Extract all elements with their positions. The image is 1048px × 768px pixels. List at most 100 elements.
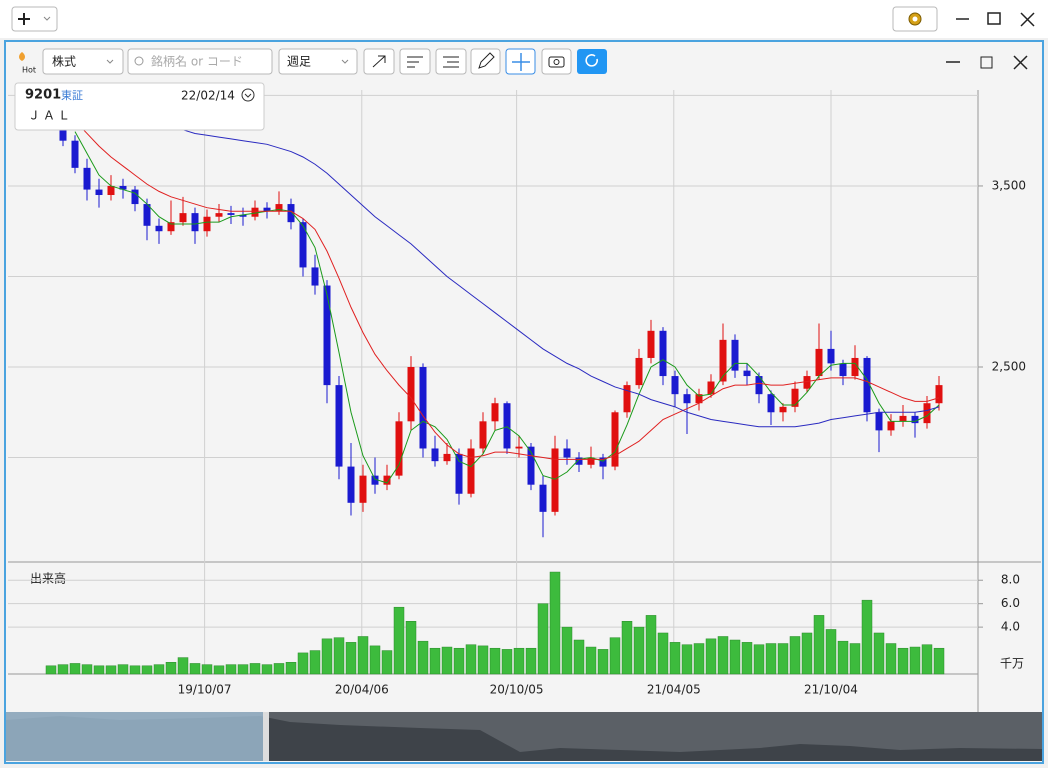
volume-bar [621, 621, 633, 675]
candle-body [851, 357, 859, 377]
volume-bar [849, 643, 861, 675]
volume-bar [69, 663, 81, 675]
candle-body [299, 222, 307, 268]
candle-body [515, 446, 523, 449]
volume-bar [345, 642, 357, 675]
candle-body [647, 330, 655, 358]
candle-body [275, 204, 283, 212]
candle-body [743, 370, 751, 377]
candle-body [227, 213, 235, 215]
volume-bar [441, 646, 453, 675]
volume-bar [489, 647, 501, 675]
candle-body [803, 376, 811, 389]
pen-icon [478, 52, 495, 69]
candle-body [731, 339, 739, 371]
candle-body [767, 394, 775, 413]
expand-icon[interactable] [241, 88, 255, 102]
info-box [14, 82, 265, 131]
screenshot-button[interactable] [541, 48, 572, 75]
navigator-handle[interactable] [263, 712, 269, 761]
candle-body [431, 448, 439, 462]
moving-average [74, 131, 940, 484]
market-type: 株式 [52, 54, 76, 69]
volume-bar [261, 664, 273, 675]
volume-bar [921, 644, 933, 675]
volume-bar [837, 640, 849, 675]
draw-button[interactable] [470, 48, 501, 75]
volume-bar [693, 643, 705, 675]
navigator-selection[interactable] [6, 712, 263, 761]
volume-bar [873, 632, 885, 675]
refresh-button[interactable] [577, 49, 607, 74]
hot-label: Hot [22, 66, 36, 75]
candle-body [71, 140, 79, 168]
candle-body [911, 415, 919, 424]
candle-body [707, 381, 715, 395]
y-tick-label: 6.0 [1001, 596, 1020, 610]
period-select[interactable] [278, 48, 358, 75]
x-tick-label: 20/10/05 [490, 683, 544, 697]
candle-body [755, 376, 763, 395]
candle-body [659, 330, 667, 377]
volume-bar [777, 643, 789, 675]
candle-body [671, 376, 679, 395]
candle-body [311, 267, 319, 286]
candle-body [371, 475, 379, 485]
maximize-icon[interactable] [987, 12, 1001, 25]
plus-icon [18, 13, 30, 25]
volume-bar [525, 647, 537, 675]
volume-bar [717, 636, 729, 675]
search-box[interactable] [127, 48, 273, 75]
x-tick-label: 21/10/04 [804, 683, 858, 697]
expand-chevron [244, 93, 252, 98]
stock-name: ＪＡＬ [28, 109, 73, 123]
volume-bar [285, 662, 297, 675]
candle-body [587, 457, 595, 465]
candle-body [443, 453, 451, 462]
candle-body [563, 448, 571, 458]
volume-bar [45, 665, 57, 675]
candle-body [131, 189, 139, 205]
volume-bar [681, 644, 693, 675]
candle-body [287, 204, 295, 223]
volume-bar [453, 647, 465, 675]
candle-body [815, 348, 823, 377]
candle-body [539, 484, 547, 512]
candle-body [419, 367, 427, 449]
candle-body [935, 385, 943, 404]
volume-bar [177, 657, 189, 675]
volume-bar [753, 644, 765, 675]
candle-body [635, 357, 643, 386]
volume-bar [417, 640, 429, 675]
candle-body [347, 466, 355, 503]
volume-bar [189, 663, 201, 675]
y-tick-label: 4.0 [1001, 620, 1020, 634]
volume-bar [729, 639, 741, 675]
volume-bar [585, 646, 597, 675]
title-bar [0, 0, 1048, 38]
candle-body [695, 394, 703, 404]
y-tick-label: 8.0 [1001, 573, 1020, 587]
panel-restore[interactable] [980, 56, 993, 69]
candle-body [395, 421, 403, 476]
candle-body [335, 385, 343, 467]
candle-body [167, 222, 175, 232]
candle-body [779, 406, 787, 413]
candle-body [143, 204, 151, 226]
candle-body [863, 357, 871, 413]
volume-bar [861, 599, 873, 675]
volume-bar [801, 632, 813, 675]
volume-bar [381, 650, 393, 675]
chevron-icon [341, 59, 349, 64]
volume-bar [273, 663, 285, 675]
market-select[interactable] [42, 48, 124, 75]
volume-bar [357, 636, 369, 675]
candle-body [599, 457, 607, 467]
volume-bar [933, 647, 945, 675]
panel-close[interactable] [1013, 55, 1028, 70]
volume-bar [705, 638, 717, 675]
volume-bar [153, 664, 165, 675]
candle-body [119, 185, 127, 190]
close-icon[interactable] [1020, 12, 1035, 27]
